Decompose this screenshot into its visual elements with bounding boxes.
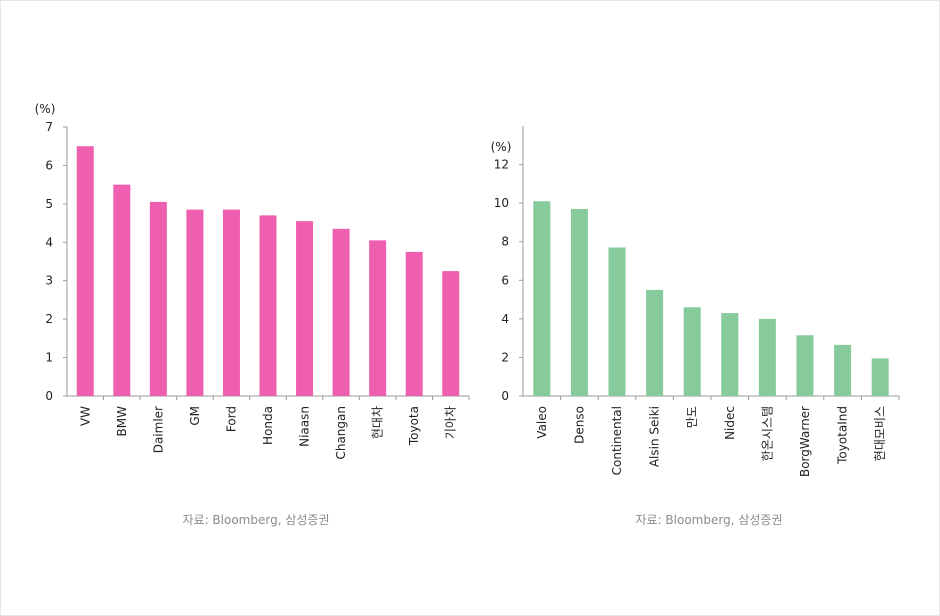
left-unit-label: (%) — [35, 102, 56, 116]
right-category-label-7: BorgWarner — [798, 406, 812, 477]
right-category-label-3: Alsin Seiki — [648, 406, 662, 467]
left-chart: (%) 0 1 2 3 4 5 6 7 VW BMW Daimler GM Ford Honda Niaasn… — [35, 102, 470, 460]
right-y-tick-label: 6 — [501, 273, 509, 287]
right-bar-0 — [533, 201, 551, 396]
left-bar-9 — [405, 251, 423, 396]
right-bar-8 — [834, 344, 852, 396]
right-unit-label: (%) — [491, 140, 512, 154]
right-y-tick-label: 4 — [501, 312, 509, 326]
right-bar-3 — [646, 289, 664, 396]
right-category-label-6: 한온시스템 — [760, 406, 774, 461]
right-category-label-8: ToyotaInd — [836, 406, 850, 465]
left-chart-source: 자료: Bloomberg, 삼성증권 — [182, 513, 330, 527]
right-bar-5 — [721, 313, 739, 396]
left-y-tick-label: 4 — [45, 235, 53, 249]
left-bar-6 — [296, 221, 314, 396]
right-category-label-4: 만도 — [685, 406, 699, 428]
left-bar-7 — [332, 228, 350, 396]
left-category-label-0: VW — [78, 406, 92, 426]
right-category-label-9: 현대모비스 — [873, 406, 887, 461]
left-bar-8 — [369, 240, 387, 396]
left-bar-1 — [113, 184, 131, 396]
left-bar-2 — [149, 201, 167, 396]
right-bar-6 — [758, 318, 776, 396]
left-bar-5 — [259, 215, 277, 396]
right-y-tick-label: 2 — [501, 350, 509, 364]
left-y-tick-label: 6 — [45, 158, 53, 172]
right-bar-4 — [683, 307, 701, 396]
left-category-label-7: Changan — [334, 406, 348, 460]
left-bar-3 — [186, 209, 204, 396]
left-category-label-8: 현대차 — [371, 406, 385, 439]
left-y-tick-label: 2 — [45, 312, 53, 326]
left-y-tick-label: 0 — [45, 389, 53, 403]
left-category-label-3: GM — [188, 406, 202, 426]
right-category-label-5: Nidec — [723, 406, 737, 440]
right-y-tick-label: 8 — [501, 235, 509, 249]
left-y-tick-label: 1 — [45, 351, 53, 365]
right-y-tick-label: 0 — [501, 389, 509, 403]
right-chart: (%) 0 2 4 6 8 10 12 Valeo Denso Continental Alsin S… — [491, 126, 900, 477]
right-bar-9 — [871, 358, 889, 396]
left-category-label-6: Niaasn — [298, 406, 312, 447]
right-category-label-0: Valeo — [535, 406, 549, 439]
left-bar-0 — [76, 146, 94, 396]
right-bar-7 — [796, 335, 814, 396]
right-category-label-2: Continental — [610, 406, 624, 475]
left-category-label-4: Ford — [224, 406, 238, 432]
left-bar-10 — [442, 271, 460, 396]
right-y-tick-label: 10 — [494, 196, 509, 210]
right-y-tick-label: 12 — [494, 158, 509, 172]
left-category-label-1: BMW — [115, 406, 129, 437]
right-bar-2 — [608, 247, 626, 396]
left-bar-4 — [222, 209, 240, 396]
right-bar-1 — [570, 208, 588, 396]
left-category-label-9: Toyota — [407, 406, 421, 446]
left-y-tick-label: 7 — [45, 120, 53, 134]
left-y-tick-label: 5 — [45, 197, 53, 211]
left-category-label-5: Honda — [261, 406, 275, 445]
right-category-label-1: Denso — [572, 406, 586, 444]
left-y-tick-label: 3 — [45, 274, 53, 288]
right-chart-source: 자료: Bloomberg, 삼성증권 — [635, 513, 783, 527]
left-category-label-10: 기아차 — [444, 406, 458, 439]
left-category-label-2: Daimler — [151, 406, 165, 453]
